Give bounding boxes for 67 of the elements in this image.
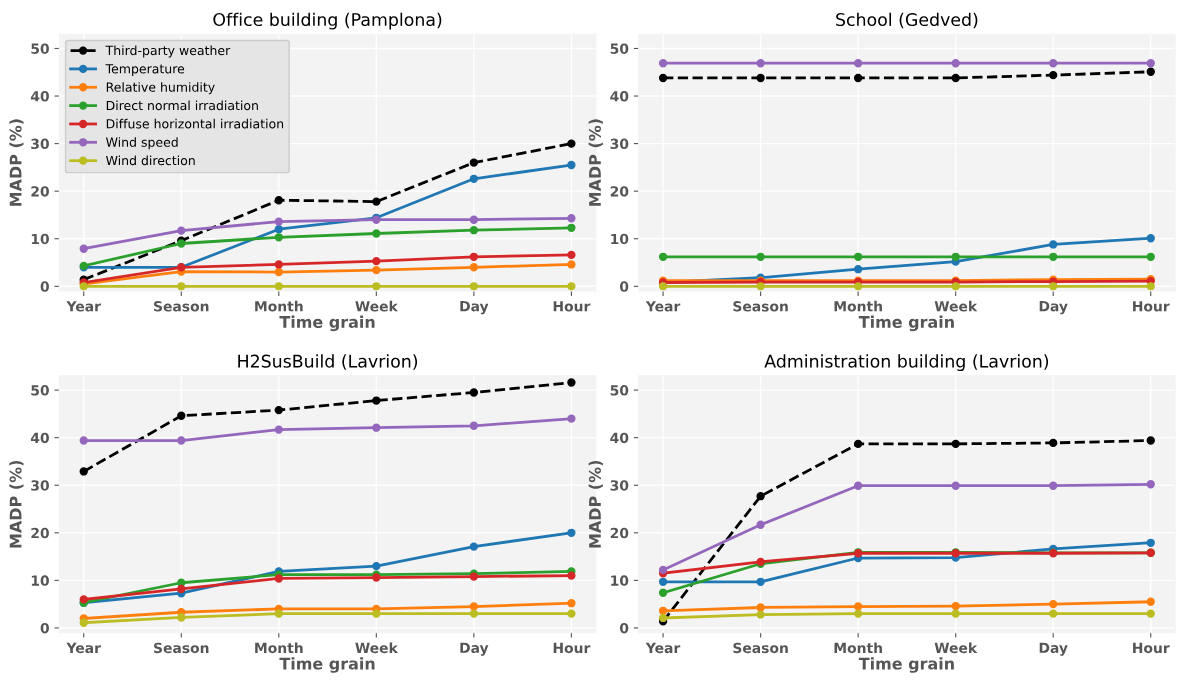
legend-label: Wind direction	[106, 155, 195, 166]
y-tick-label: 50	[31, 385, 49, 396]
legend-label: Relative humidity	[106, 82, 215, 95]
x-tick-label: Month	[834, 642, 882, 654]
x-tick-label: Month	[834, 300, 882, 312]
x-tick-label: Hour	[553, 642, 591, 654]
y-tick-label: 20	[31, 527, 49, 539]
y-axis-title: MADP (%)	[588, 460, 603, 548]
y-tick-label: 40	[610, 91, 629, 102]
chart-title: Office building (Pamplona)	[213, 12, 442, 30]
chart-title: School (Gedved)	[836, 12, 978, 29]
x-axis-title: Time grain	[858, 657, 954, 673]
x-tick-label: Season	[733, 642, 788, 654]
legend-label: Third-party weather	[105, 45, 231, 58]
y-axis-title: MADP (%)	[588, 119, 603, 206]
legend-label: Temperature	[105, 64, 185, 76]
y-tick-label: 40	[30, 91, 49, 102]
x-tick-label: Season	[733, 301, 788, 312]
chart-title: H2SusBuild (Lavrion)	[238, 354, 418, 370]
x-tick-label: Week	[934, 300, 978, 312]
x-axis-title: Time grain	[279, 657, 375, 673]
x-tick-label: Day	[460, 642, 489, 656]
y-tick-label: 50	[610, 43, 629, 54]
y-tick-label: 20	[31, 186, 49, 197]
x-tick-label: Hour	[1133, 642, 1170, 654]
y-tick-label: 30	[31, 138, 49, 150]
y-tick-label: 30	[31, 480, 49, 491]
y-tick-label: 10	[611, 575, 629, 586]
x-tick-label: Hour	[1133, 301, 1170, 312]
x-tick-label: Week	[355, 642, 399, 654]
y-axis-title: MADP (%)	[9, 460, 24, 548]
y-tick-label: 50	[31, 43, 49, 54]
chart-title: Administration building (Lavrion)	[764, 354, 1049, 372]
y-tick-label: 40	[610, 432, 629, 444]
y-tick-label: 20	[610, 527, 629, 539]
legend-label: Direct normal irradiation	[106, 100, 258, 111]
y-tick-label: 10	[31, 575, 49, 586]
x-tick-label: Season	[154, 642, 209, 654]
y-tick-label: 50	[610, 385, 629, 396]
y-axis-title: MADP (%)	[9, 119, 24, 206]
y-tick-label: 0	[619, 622, 629, 634]
y-tick-label: 30	[610, 480, 629, 491]
x-axis-title: Time grain	[279, 315, 375, 332]
y-tick-label: 10	[31, 233, 49, 245]
x-tick-label: Month	[255, 642, 303, 654]
x-tick-label: Month	[255, 300, 303, 312]
x-tick-label: Year	[66, 642, 101, 654]
x-tick-label: Year	[645, 642, 681, 654]
y-tick-label: 20	[610, 186, 629, 197]
y-tick-label: 30	[610, 138, 629, 150]
x-tick-label: Day	[1039, 301, 1068, 315]
x-tick-label: Day	[1039, 642, 1068, 656]
y-tick-label: 40	[30, 432, 49, 444]
x-tick-label: Season	[154, 301, 209, 312]
y-tick-label: 0	[40, 281, 49, 292]
legend-label: Diffuse horizontal irradiation	[106, 118, 284, 129]
y-tick-label: 0	[619, 281, 629, 292]
x-tick-label: Week	[355, 300, 399, 312]
x-tick-label: Day	[460, 301, 489, 315]
x-tick-label: Year	[645, 301, 681, 312]
x-tick-label: Year	[66, 301, 101, 312]
legend-label: Wind speed	[106, 137, 178, 150]
x-axis-title: Time grain	[858, 315, 954, 332]
y-tick-label: 0	[40, 622, 49, 634]
y-tick-label: 10	[611, 233, 629, 245]
x-tick-label: Hour	[553, 301, 591, 312]
x-tick-label: Week	[934, 642, 978, 654]
